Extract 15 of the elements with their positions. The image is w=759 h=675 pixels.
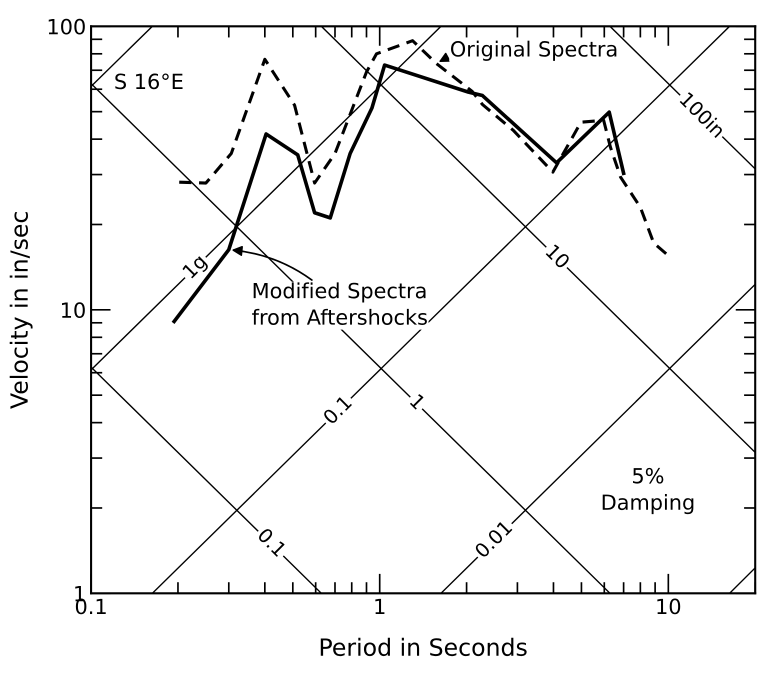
annotation: Modified Spectra from Aftershocks [252,282,427,325]
annotation: 0.1 [322,394,352,425]
annotation: Original Spectra [451,40,616,61]
annotation: 1 [410,394,426,410]
annotation: 5% Damping [602,468,694,514]
x-tick-label: 10 [657,598,680,614]
x-tick-label: 1 [375,598,384,614]
x-axis-title: Period in Seconds [320,638,527,656]
annotation: 10 [545,244,571,270]
y-axis-title: Velocity in in/sec [10,212,33,409]
annotation: 0.1 [256,526,288,558]
y-tick-label: 10 [62,302,85,318]
annotation: S 16°E [115,74,183,90]
y-tick-label: 100 [48,18,85,35]
annotation: 1g [182,254,210,282]
